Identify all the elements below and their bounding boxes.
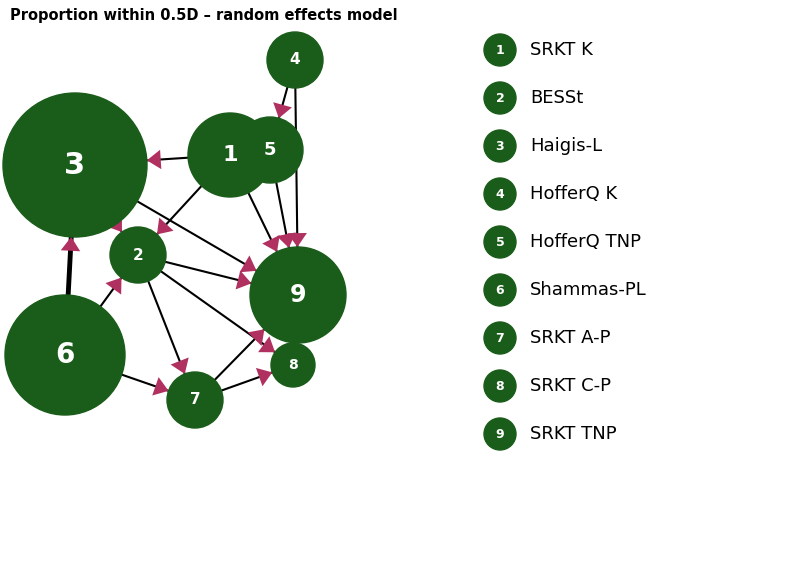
Text: HofferQ TNP: HofferQ TNP [530,233,641,251]
Text: 8: 8 [288,358,298,372]
FancyArrowPatch shape [284,343,303,358]
Text: 3: 3 [496,140,504,153]
FancyArrowPatch shape [138,201,257,272]
FancyArrowPatch shape [214,329,264,380]
Circle shape [484,178,516,210]
FancyArrowPatch shape [161,271,275,352]
Circle shape [484,274,516,306]
Text: 2: 2 [496,92,504,105]
Circle shape [237,117,303,183]
Text: 4: 4 [496,188,504,201]
FancyArrowPatch shape [287,88,307,247]
FancyArrowPatch shape [222,368,272,391]
FancyArrowPatch shape [157,186,202,235]
Text: 4: 4 [290,53,300,67]
Text: 1: 1 [222,145,238,165]
Text: Shammas-PL: Shammas-PL [530,281,646,299]
Circle shape [484,370,516,402]
Text: 7: 7 [190,392,200,407]
Circle shape [484,34,516,66]
Circle shape [267,32,323,88]
Circle shape [484,322,516,354]
Circle shape [3,93,147,237]
Text: 9: 9 [496,427,504,440]
Circle shape [484,226,516,258]
FancyArrowPatch shape [273,87,292,118]
Circle shape [484,418,516,450]
FancyArrowPatch shape [147,150,188,169]
Circle shape [250,247,346,343]
Circle shape [484,82,516,114]
Text: SRKT K: SRKT K [530,41,593,59]
Circle shape [110,227,166,283]
Circle shape [5,295,125,415]
Text: SRKT C-P: SRKT C-P [530,377,611,395]
Text: 7: 7 [496,332,504,344]
Text: SRKT TNP: SRKT TNP [530,425,617,443]
Text: 9: 9 [290,283,306,307]
FancyArrowPatch shape [122,375,169,395]
Text: 6: 6 [496,284,504,296]
FancyArrowPatch shape [148,281,189,374]
FancyArrowPatch shape [165,262,251,289]
Text: 5: 5 [496,236,504,248]
Circle shape [271,343,315,387]
Circle shape [188,113,272,197]
Text: Proportion within 0.5D – random effects model: Proportion within 0.5D – random effects … [10,8,398,23]
Text: 5: 5 [264,141,276,159]
FancyArrowPatch shape [61,237,80,295]
FancyArrowPatch shape [100,277,122,307]
Text: 6: 6 [55,341,74,369]
FancyArrowPatch shape [106,215,122,232]
FancyArrowPatch shape [276,182,296,248]
Circle shape [167,372,223,428]
Text: Haigis-L: Haigis-L [530,137,602,155]
FancyArrowPatch shape [238,142,272,161]
Text: 3: 3 [65,150,86,180]
Text: 8: 8 [496,379,504,392]
Circle shape [484,130,516,162]
Text: HofferQ K: HofferQ K [530,185,618,203]
Text: 2: 2 [133,248,143,263]
Text: BESSt: BESSt [530,89,583,107]
Text: SRKT A-P: SRKT A-P [530,329,610,347]
Text: 1: 1 [496,43,504,57]
FancyArrowPatch shape [248,193,280,252]
